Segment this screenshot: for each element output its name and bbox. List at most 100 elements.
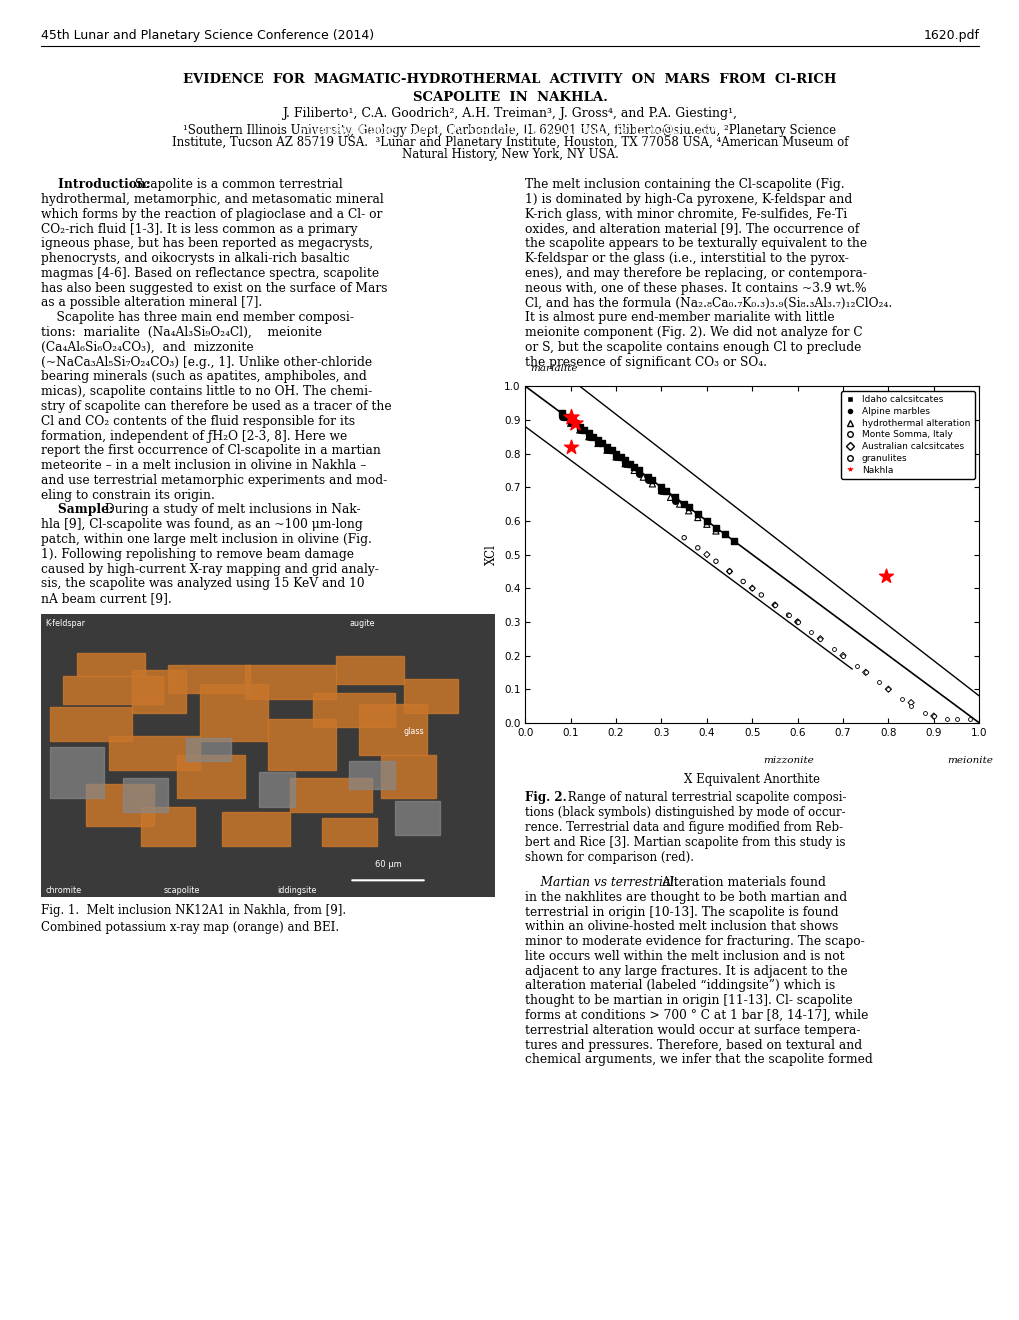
Idaho calcsitcates (680, 496, 696, 517)
hydrothermal alteration (707, 520, 723, 541)
Text: as a possible alteration mineral [7].: as a possible alteration mineral [7]. (41, 297, 262, 309)
Text: eling to constrain its origin.: eling to constrain its origin. (41, 488, 214, 502)
Text: 1620.pdf: 1620.pdf (922, 29, 978, 42)
Point (877, 566, 894, 587)
Text: ¹Southern Illinois University, Geology Dept, Carbondale, IL 62901 USA, filiberto: ¹Southern Illinois University, Geology D… (183, 124, 836, 137)
Legend: Idaho calcsitcates, Alpine marbles, hydrothermal alteration, Monte Somma, Italy,: Idaho calcsitcates, Alpine marbles, hydr… (841, 391, 974, 479)
Text: Cl, and has the formula (Na₂.₈Ca₀.₇K₀.₃)₃.₉(Si₈.₃Al₃.₇)₁₂ClO₂₄.: Cl, and has the formula (Na₂.₈Ca₀.₇K₀.₃)… (525, 297, 892, 309)
Idaho calcsitcates (698, 511, 714, 532)
Alpine marbles (589, 433, 605, 454)
Australian calcsitcates (857, 661, 873, 682)
Alpine marbles (666, 490, 683, 511)
Y-axis label: XCl: XCl (485, 544, 498, 565)
Text: sis, the scapolite was analyzed using 15 KeV and 10: sis, the scapolite was analyzed using 15… (41, 577, 364, 590)
Polygon shape (168, 664, 250, 693)
Polygon shape (77, 653, 145, 676)
Bar (259, 772, 294, 807)
Idaho calcsitcates (616, 450, 633, 471)
Text: hydrothermal, metamorphic, and metasomatic mineral: hydrothermal, metamorphic, and metasomat… (41, 193, 383, 206)
Bar (394, 801, 440, 834)
Polygon shape (267, 718, 335, 770)
Text: Martian vs terrestrial.: Martian vs terrestrial. (525, 876, 682, 888)
granulites (902, 696, 918, 717)
Australian calcsitcates (698, 544, 714, 565)
Nakhla (562, 407, 579, 428)
hydrothermal alteration (680, 500, 696, 521)
Idaho calcsitcates (653, 477, 669, 498)
Monte Somma, Italy (780, 605, 796, 626)
Idaho calcsitcates (589, 429, 605, 450)
Polygon shape (177, 755, 245, 799)
Idaho calcsitcates (726, 531, 742, 552)
granulites (857, 661, 873, 682)
Alpine marbles (630, 463, 646, 484)
Bar (185, 738, 231, 762)
Text: scapolite: scapolite (163, 886, 200, 895)
granulites (766, 594, 783, 615)
Text: K-feldspar: K-feldspar (45, 619, 86, 628)
hydrothermal alteration (653, 480, 669, 502)
Idaho calcsitcates (598, 436, 614, 457)
Idaho calcsitcates (562, 409, 579, 430)
hydrothermal alteration (562, 413, 579, 434)
Text: tions (black symbols) distinguished by mode of occur-: tions (black symbols) distinguished by m… (525, 807, 845, 820)
Idaho calcsitcates (621, 453, 637, 474)
Polygon shape (87, 784, 154, 826)
Text: Alteration materials found: Alteration materials found (660, 876, 825, 888)
granulites (780, 605, 796, 626)
Bar (350, 762, 394, 789)
Text: within an olivine-hosted melt inclusion that shows: within an olivine-hosted melt inclusion … (525, 920, 838, 933)
Text: EVIDENCE  FOR  MAGMATIC-HYDROTHERMAL  ACTIVITY  ON  MARS  FROM  Cl-RICH
SCAPOLIT: EVIDENCE FOR MAGMATIC-HYDROTHERMAL ACTIV… (183, 73, 836, 103)
Idaho calcsitcates (630, 459, 646, 480)
Text: Cl and CO₂ contents of the fluid responsible for its: Cl and CO₂ contents of the fluid respons… (41, 414, 355, 428)
hydrothermal alteration (580, 426, 596, 447)
Polygon shape (50, 708, 131, 742)
hydrothermal alteration (616, 453, 633, 474)
Polygon shape (313, 693, 394, 727)
Idaho calcsitcates (666, 487, 683, 508)
Text: glass: glass (404, 727, 424, 737)
granulites (834, 645, 850, 667)
Alpine marbles (553, 407, 570, 428)
Text: (Ca₄Al₆Si₆O₂₄CO₃),  and  mizzonite: (Ca₄Al₆Si₆O₂₄CO₃), and mizzonite (41, 341, 253, 354)
Text: terrestrial alteration would occur at surface tempera-: terrestrial alteration would occur at su… (525, 1024, 860, 1036)
Bar (122, 777, 168, 812)
Text: or S, but the scapolite contains enough Cl to preclude: or S, but the scapolite contains enough … (525, 341, 861, 354)
Polygon shape (141, 807, 195, 846)
Text: X Equivalent Anorthite: X Equivalent Anorthite (684, 774, 819, 785)
Polygon shape (131, 671, 185, 713)
Text: K-feldspar or the glass (i.e., interstitial to the pyrox-: K-feldspar or the glass (i.e., interstit… (525, 252, 849, 265)
Text: meionite component (Fig. 2). We did not analyze for C: meionite component (Fig. 2). We did not … (525, 326, 862, 339)
Australian calcsitcates (789, 611, 805, 632)
Text: The melt inclusion containing the Cl-scapolite (Fig.: The melt inclusion containing the Cl-sca… (525, 178, 844, 191)
Alpine marbles (598, 440, 614, 461)
granulites (744, 578, 760, 599)
Text: which forms by the reaction of plagioclase and a Cl- or: which forms by the reaction of plagiocla… (41, 207, 382, 220)
Polygon shape (200, 685, 267, 742)
Text: alteration material (labeled “iddingsite”) which is: alteration material (labeled “iddingsite… (525, 979, 835, 993)
Text: shown for comparison (red).: shown for comparison (red). (525, 850, 694, 863)
Text: stry of scapolite can therefore be used as a tracer of the: stry of scapolite can therefore be used … (41, 400, 391, 413)
hydrothermal alteration (626, 459, 642, 480)
Text: Introduction:: Introduction: (41, 178, 154, 191)
Text: Range of natural terrestrial scapolite composi-: Range of natural terrestrial scapolite c… (564, 792, 846, 804)
Australian calcsitcates (902, 692, 918, 713)
Polygon shape (245, 664, 335, 698)
Idaho calcsitcates (557, 407, 574, 428)
Text: the scapolite appears to be texturally equivalent to the: the scapolite appears to be texturally e… (525, 238, 866, 251)
Australian calcsitcates (811, 628, 827, 649)
granulites (938, 709, 955, 730)
granulites (825, 638, 842, 659)
Polygon shape (290, 777, 372, 812)
Text: has also been suggested to exist on the surface of Mars: has also been suggested to exist on the … (41, 281, 387, 294)
Australian calcsitcates (879, 678, 896, 700)
Idaho calcsitcates (657, 480, 674, 502)
Text: nA beam current [9].: nA beam current [9]. (41, 593, 171, 605)
Text: ¹Southern Illinois University, Geology Dept, Carbondale, IL 62901 USA,: ¹Southern Illinois University, Geology D… (294, 124, 725, 137)
granulites (811, 628, 827, 649)
Text: adjacent to any large fractures. It is adjacent to the: adjacent to any large fractures. It is a… (525, 965, 847, 978)
Alpine marbles (562, 413, 579, 434)
Text: augite: augite (350, 619, 375, 628)
Idaho calcsitcates (571, 416, 587, 437)
hydrothermal alteration (571, 420, 587, 441)
